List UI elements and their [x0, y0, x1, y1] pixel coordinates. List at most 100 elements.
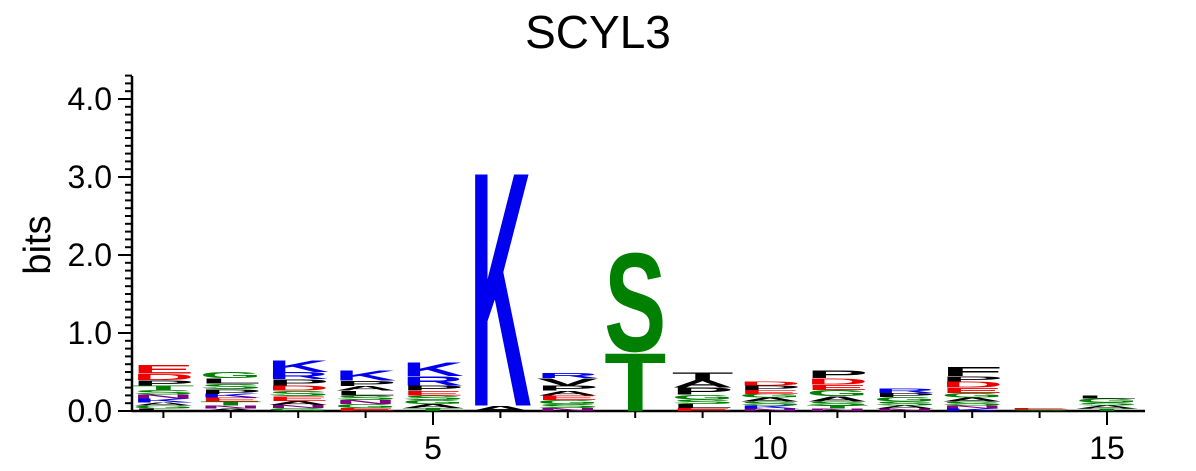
logo-letter-s: S [200, 382, 262, 391]
logo-letter-g: G [402, 399, 464, 405]
logo-letter-k: K [402, 359, 464, 381]
x-tick-label: 5 [424, 430, 442, 466]
logo-letter-t: T [200, 401, 262, 407]
logo-letter-g: G [1076, 398, 1138, 404]
logo-letter-p: P [874, 392, 936, 398]
logo-letter-p: P [132, 378, 194, 387]
axes: 0.0 1.0 2.0 3.0 4.0 5 10 15 [68, 74, 1145, 466]
logo-letter-t: T [132, 384, 194, 391]
logo-letter-l: L [335, 390, 397, 397]
logo-letter-n: N [200, 405, 262, 410]
logo-letter-k: K [267, 358, 330, 376]
logo-letter-a: A [267, 400, 329, 406]
logo-letter-p: P [267, 377, 329, 387]
logo-letter-t: T [806, 405, 868, 410]
logo-letter-a: A [132, 402, 194, 407]
logo-letter-e: E [806, 383, 868, 392]
logo-letter-l: L [1076, 395, 1138, 400]
logo-letter-s: S [604, 225, 666, 382]
logo-letter-l: L [672, 403, 734, 409]
logo-letter-n: N [941, 405, 1003, 410]
y-tick-label: 3.0 [68, 159, 112, 195]
logo-letter-g: G [537, 399, 599, 405]
logo-letter-k: K [200, 393, 262, 399]
logo-letter-s: S [267, 389, 329, 398]
logo-letter-e: E [267, 395, 329, 402]
logo-letter-g: G [941, 392, 1003, 399]
logo-letter-e: E [132, 363, 194, 376]
logo-letter-d: D [941, 380, 1003, 390]
logo-letter-s: S [874, 401, 936, 407]
logo-letter-p: P [941, 374, 1003, 383]
logo-letter-d: D [267, 384, 329, 392]
logo-letter-a: A [469, 404, 531, 412]
logo-letter-p: P [537, 384, 599, 393]
logo-letter-l: L [132, 408, 194, 412]
logo-letter-n: N [132, 394, 194, 400]
logo-letter-a: A [806, 395, 868, 403]
logo-letter-g: G [874, 396, 936, 403]
chart-title: SCYL3 [525, 6, 671, 58]
logo-letter-s: S [1009, 409, 1071, 411]
logo-letter-a: A [739, 397, 801, 403]
logo-letter-e: E [537, 394, 599, 401]
logo-letter-s: S [806, 401, 868, 407]
logo-letter-k: K [132, 398, 194, 404]
logo-letter-s: S [941, 401, 1003, 407]
y-tick-label: 0.0 [68, 393, 112, 429]
logo-letter-k: K [469, 101, 531, 471]
logo-letter-e: E [200, 397, 262, 403]
logo-letter-s: S [1076, 402, 1138, 407]
logo-letter-e: E [739, 389, 801, 395]
logo-letter-f: F [941, 364, 1003, 378]
logo-letter-g: G [132, 405, 194, 410]
logo-letter-a: A [874, 405, 936, 410]
logo-letter-a: A [1076, 405, 1138, 410]
logo-letter-k: K [335, 367, 397, 384]
logo-letter-d: D [132, 372, 194, 382]
logo-letter-t: T [604, 336, 666, 429]
logo-letter-e: E [402, 389, 464, 396]
logo-letter-s: S [132, 389, 194, 396]
logo-letter-n: N [874, 408, 936, 412]
logo-letter-n: N [267, 404, 329, 409]
logo-letter-s: S [739, 401, 801, 407]
logo-letter-a: A [402, 403, 464, 409]
logo-letter-s: S [402, 394, 464, 401]
logo-letter-k: K [941, 408, 1003, 412]
logo-stacks: LGAKNSTPDEANTEKPSLGGNAESDPRKEGNSLAPKTAGS… [132, 101, 1138, 471]
logo-letter-n: N [537, 407, 599, 412]
logo-letter-n: N [335, 399, 397, 405]
logo-letter-n: N [806, 408, 868, 412]
logo-letter-e: E [335, 407, 397, 412]
logo-letter-k: K [739, 405, 801, 410]
logo-letter-d: D [806, 377, 868, 387]
y-axis-label: bits [17, 215, 59, 274]
x-tick-label: 10 [752, 430, 788, 466]
y-tick-label: 1.0 [68, 315, 112, 351]
logo-letter-v: V [537, 376, 599, 387]
logo-letter-r: R [267, 370, 329, 381]
logo-letter-g: G [335, 403, 397, 409]
logo-letter-s: S [672, 398, 734, 405]
logo-letter-n: N [739, 408, 801, 412]
logo-letter-s: S [537, 403, 599, 409]
logo-letter-l: L [200, 377, 262, 385]
logo-letter-d: D [739, 380, 801, 386]
logo-letter-e: E [941, 386, 1003, 395]
logo-letter-s: S [335, 394, 397, 401]
logo-letter-a: A [941, 397, 1003, 403]
logo-letter-t: T [402, 407, 464, 412]
y-tick-label: 4.0 [68, 81, 112, 117]
logo-letter-g: G [806, 389, 868, 399]
logo-letter-a: A [672, 378, 734, 390]
logo-letter-r: R [874, 387, 936, 394]
logo-letter-p: P [335, 379, 397, 388]
logo-letter-t: T [672, 370, 734, 382]
x-tick-label: 15 [1089, 430, 1125, 466]
logo-letter-a: A [200, 408, 262, 412]
logo-letter-g: G [672, 393, 734, 400]
logo-letter-g: G [200, 371, 262, 381]
logo-letter-g: G [267, 407, 329, 412]
y-tick-label: 2.0 [68, 237, 112, 273]
